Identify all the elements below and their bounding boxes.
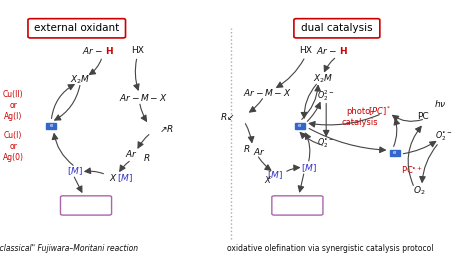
Text: $[PC]^*$: $[PC]^*$ bbox=[368, 104, 392, 118]
Text: $X$: $X$ bbox=[264, 174, 273, 185]
Text: $\nearrow\!\!R$: $\nearrow\!\!R$ bbox=[158, 123, 173, 134]
Text: $Ar-M-X$: $Ar-M-X$ bbox=[119, 92, 167, 103]
Text: $Ar$: $Ar$ bbox=[283, 200, 295, 211]
Text: HX: HX bbox=[131, 46, 144, 54]
Text: $[M]$: $[M]$ bbox=[267, 169, 283, 181]
Text: HX: HX bbox=[299, 46, 312, 54]
Text: $\nearrow\!\!R$: $\nearrow\!\!R$ bbox=[94, 200, 110, 211]
Text: $R$: $R$ bbox=[243, 144, 250, 155]
FancyBboxPatch shape bbox=[28, 19, 126, 38]
Text: $O_2^{\bullet-}$: $O_2^{\bullet-}$ bbox=[435, 130, 453, 143]
Text: photo-
catalysis: photo- catalysis bbox=[342, 107, 378, 127]
Text: $[M]$: $[M]$ bbox=[117, 172, 133, 184]
Text: Cu(II)
or
Ag(I): Cu(II) or Ag(I) bbox=[3, 90, 23, 121]
FancyBboxPatch shape bbox=[61, 196, 111, 215]
FancyBboxPatch shape bbox=[294, 19, 380, 38]
Text: $X_2M$: $X_2M$ bbox=[313, 72, 333, 85]
Text: $[M]$: $[M]$ bbox=[301, 162, 317, 174]
Text: e: e bbox=[393, 150, 397, 155]
Text: "classical" Fujiwara–Moritani reaction: "classical" Fujiwara–Moritani reaction bbox=[0, 244, 138, 253]
Text: $[M]$: $[M]$ bbox=[67, 165, 83, 177]
Text: e: e bbox=[49, 123, 53, 128]
Text: $R\!\swarrow$: $R\!\swarrow$ bbox=[220, 111, 235, 122]
Text: $O_2$: $O_2$ bbox=[413, 184, 425, 197]
Text: Cu(I)
or
Ag(0): Cu(I) or Ag(0) bbox=[2, 131, 24, 162]
Text: $Ar$: $Ar$ bbox=[71, 200, 84, 211]
Text: $Ar$: $Ar$ bbox=[125, 148, 138, 159]
Text: $\nearrow\!\!R$: $\nearrow\!\!R$ bbox=[306, 200, 321, 211]
Text: $O_2^{2-}$: $O_2^{2-}$ bbox=[317, 88, 335, 103]
Text: $Ar-M-X$: $Ar-M-X$ bbox=[243, 87, 292, 98]
Text: $\bf{H}$: $\bf{H}$ bbox=[105, 45, 113, 56]
Bar bbox=[46, 123, 56, 129]
Text: $X$: $X$ bbox=[109, 172, 118, 183]
Text: $O_2^{\bullet-}$: $O_2^{\bullet-}$ bbox=[317, 137, 335, 150]
Text: $\bf{H}$: $\bf{H}$ bbox=[339, 45, 348, 56]
Bar bbox=[295, 123, 305, 129]
Text: $X_2M$: $X_2M$ bbox=[70, 73, 91, 86]
Text: $h\nu$: $h\nu$ bbox=[434, 98, 447, 109]
Text: PC: PC bbox=[417, 112, 428, 121]
Text: $R$: $R$ bbox=[143, 152, 151, 163]
Text: e: e bbox=[298, 123, 301, 128]
Text: $Ar-$: $Ar-$ bbox=[316, 45, 337, 56]
Text: $Ar$: $Ar$ bbox=[253, 146, 266, 157]
Text: oxidative olefination via synergistic catalysis protocol: oxidative olefination via synergistic ca… bbox=[227, 244, 433, 253]
Text: PC$^{\bullet+}$: PC$^{\bullet+}$ bbox=[401, 164, 424, 176]
Bar bbox=[390, 150, 400, 156]
Text: external oxidant: external oxidant bbox=[34, 23, 119, 33]
Text: dual catalysis: dual catalysis bbox=[301, 23, 373, 33]
FancyBboxPatch shape bbox=[272, 196, 323, 215]
Text: $Ar-$: $Ar-$ bbox=[82, 45, 102, 56]
